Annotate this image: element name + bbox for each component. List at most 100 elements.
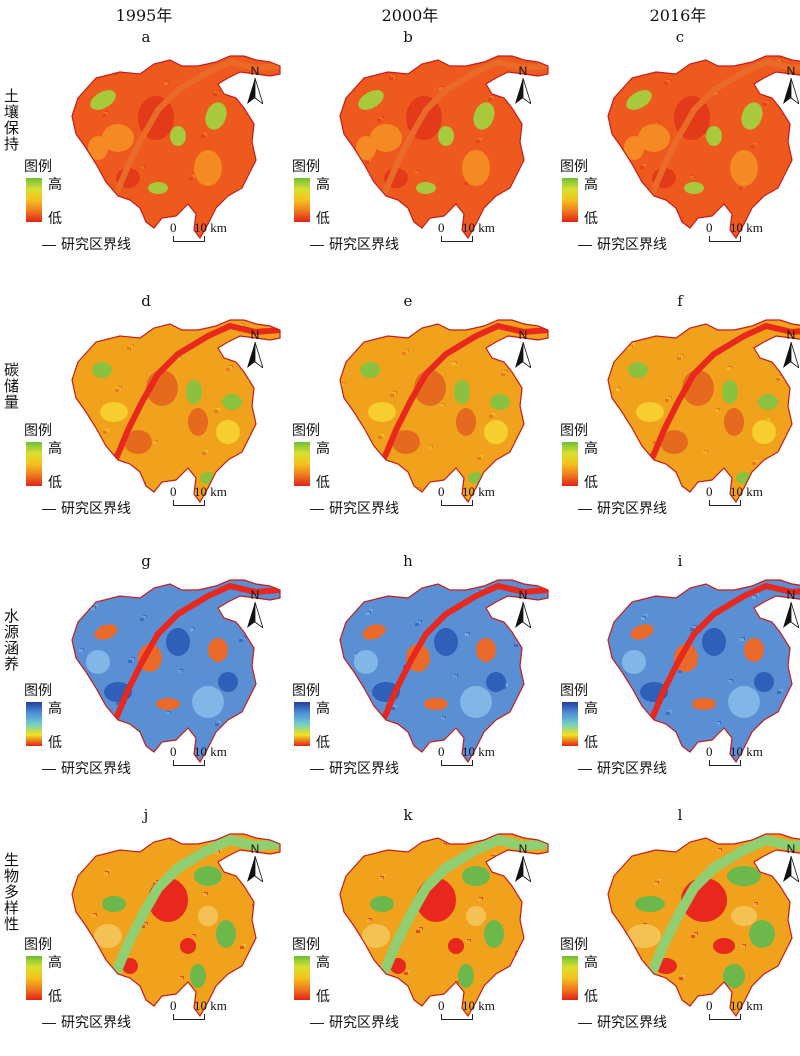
legend-high-label: 高	[48, 701, 62, 717]
texture-cell	[503, 993, 507, 996]
legend-high-label: 高	[48, 955, 62, 971]
legend-color-ramp	[26, 702, 42, 746]
texture-cell	[525, 151, 529, 154]
texture-cell	[616, 388, 620, 391]
map-panel-k: k N 图例高低研究区界线 0 10 km	[290, 806, 550, 1056]
north-label: N	[250, 842, 260, 856]
legend-title: 图例	[292, 683, 320, 699]
north-label: N	[518, 328, 528, 342]
scale-ten-label: 10 km	[462, 744, 495, 759]
scale-ten-label: 10 km	[194, 484, 227, 499]
legend: 图例高低	[24, 156, 104, 236]
texture-cell	[128, 208, 132, 211]
texture-cell	[91, 607, 95, 610]
boundary-label: 研究区界线	[329, 1015, 399, 1031]
scale-bar: 0 10 km	[438, 998, 513, 1022]
texture-cell	[692, 492, 696, 495]
texture-cell	[740, 324, 744, 327]
land-cover	[608, 56, 800, 238]
boundary-line-symbol	[310, 508, 324, 510]
texture-cell	[664, 82, 668, 85]
patch-1	[727, 866, 761, 886]
texture-cell	[727, 367, 731, 370]
boundary-line-symbol	[42, 768, 56, 770]
legend-title: 图例	[560, 683, 588, 699]
patch-6	[192, 686, 224, 718]
patch-5	[392, 430, 420, 454]
boundary-legend: 研究区界线	[310, 758, 399, 778]
patch-1	[744, 638, 764, 662]
boundary-legend: 研究区界线	[310, 1012, 399, 1032]
texture-cell	[265, 733, 269, 736]
boundary-legend: 研究区界线	[310, 498, 399, 518]
scale-ten-label: 10 km	[730, 744, 763, 759]
patch-7	[752, 420, 776, 444]
legend-low-label: 低	[316, 211, 330, 227]
scale-bar: 0 10 km	[438, 744, 513, 768]
study-area-boundary	[71, 319, 281, 504]
texture-cell	[541, 737, 545, 740]
scale-ten-label: 10 km	[194, 998, 227, 1013]
texture-cell	[251, 463, 255, 466]
texture-cell	[340, 66, 344, 69]
panel-letter-a: a	[141, 28, 151, 46]
texture-cell	[464, 182, 468, 185]
patch-8	[448, 938, 464, 954]
patch-2	[170, 126, 186, 146]
patch-6	[194, 150, 222, 186]
river	[371, 834, 548, 993]
texture-cell	[677, 357, 681, 360]
texture-cell	[789, 197, 793, 200]
texture-cell	[653, 441, 657, 444]
patch-4	[702, 628, 726, 656]
north-arrow-icon: N	[776, 842, 800, 887]
boundary-legend: 研究区界线	[42, 1012, 131, 1032]
panel-letter-c: c	[675, 28, 685, 46]
texture-cell	[79, 335, 83, 338]
texture-cell	[190, 628, 194, 631]
scale-bar-line	[173, 236, 205, 242]
map-c	[607, 55, 800, 240]
legend-low-label: 低	[584, 989, 598, 1005]
texture-cell	[776, 60, 780, 63]
texture-cell	[366, 612, 370, 615]
scale-zero-label: 0	[170, 220, 177, 235]
patch-6	[100, 402, 128, 422]
patch-6	[730, 150, 758, 186]
study-area-boundary	[607, 319, 800, 504]
texture-cell	[416, 930, 420, 933]
texture-cell	[378, 750, 382, 753]
north-label: N	[518, 64, 528, 78]
legend-color-ramp	[562, 702, 578, 746]
scale-zero-label: 0	[438, 484, 445, 499]
legend-title: 图例	[24, 937, 52, 953]
map-panel-j: j N 图例高低研究区界线 0 10 km	[22, 806, 282, 1056]
texture-cell	[741, 323, 745, 326]
texture-cell	[239, 639, 243, 642]
texture-cell	[777, 691, 781, 694]
texture-cell	[127, 209, 131, 212]
study-area-boundary	[339, 55, 549, 240]
map-panel-i: i N 图例高低研究区界线 0 10 km	[558, 552, 800, 802]
patch-3	[684, 182, 704, 194]
map-f	[607, 319, 800, 504]
study-area-boundary	[339, 833, 549, 1018]
texture-cell	[177, 357, 181, 360]
river	[103, 834, 280, 993]
texture-cell	[277, 999, 280, 1002]
texture-cell	[230, 986, 234, 989]
scale-zero-label: 0	[706, 744, 713, 759]
legend-high-label: 高	[48, 177, 62, 193]
texture-cell	[128, 660, 132, 663]
texture-cell	[528, 908, 532, 911]
study-area-boundary	[71, 55, 281, 240]
legend: 图例高低	[292, 156, 372, 236]
texture-cell	[656, 752, 660, 755]
texture-cell	[277, 691, 280, 694]
boundary-label: 研究区界线	[61, 761, 131, 777]
river	[639, 834, 800, 993]
scale-ten-label: 10 km	[194, 744, 227, 759]
legend: 图例高低	[24, 420, 104, 500]
boundary-label: 研究区界线	[329, 501, 399, 517]
patch-4	[458, 964, 474, 988]
